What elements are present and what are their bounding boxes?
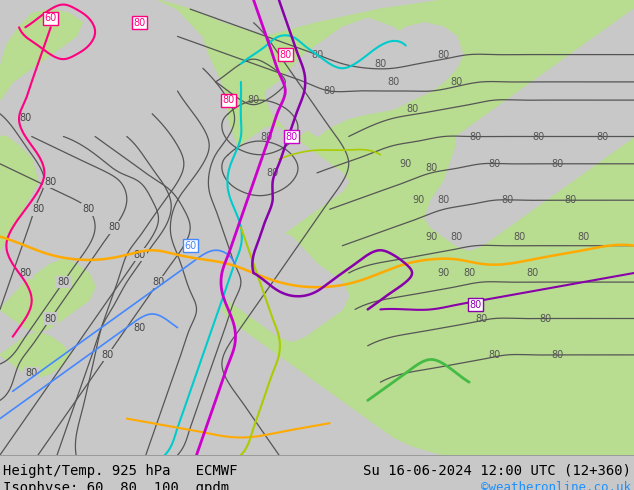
Text: 80: 80 (425, 163, 437, 173)
Text: 80: 80 (387, 77, 399, 87)
Text: 80: 80 (488, 159, 501, 169)
Text: 80: 80 (463, 268, 476, 278)
Text: 80: 80 (488, 350, 501, 360)
Text: 80: 80 (552, 159, 564, 169)
Text: 80: 80 (285, 131, 298, 142)
Polygon shape (552, 250, 634, 332)
Polygon shape (0, 137, 38, 250)
Text: 90: 90 (399, 159, 412, 169)
Text: Height/Temp. 925 hPa   ECMWF: Height/Temp. 925 hPa ECMWF (3, 464, 238, 478)
Text: 80: 80 (469, 131, 482, 142)
Polygon shape (298, 23, 463, 137)
Polygon shape (209, 227, 349, 341)
Polygon shape (577, 341, 634, 392)
Text: 80: 80 (450, 77, 463, 87)
Polygon shape (158, 0, 634, 455)
Text: 80: 80 (437, 49, 450, 60)
Text: 80: 80 (437, 195, 450, 205)
Text: 80: 80 (514, 232, 526, 242)
Text: Isophyse: 60  80  100  gpdm: Isophyse: 60 80 100 gpdm (3, 481, 230, 490)
Polygon shape (222, 127, 349, 250)
Polygon shape (380, 350, 495, 410)
Text: Su 16-06-2024 12:00 UTC (12+360): Su 16-06-2024 12:00 UTC (12+360) (363, 464, 631, 478)
Text: 80: 80 (108, 222, 120, 232)
Polygon shape (266, 18, 418, 137)
Text: 80: 80 (133, 18, 146, 28)
Text: 80: 80 (552, 350, 564, 360)
Text: 80: 80 (222, 95, 235, 105)
Text: 80: 80 (260, 131, 273, 142)
Text: 60: 60 (44, 13, 57, 23)
Text: 80: 80 (32, 204, 44, 214)
Text: 80: 80 (57, 277, 70, 287)
Text: 80: 80 (133, 250, 146, 260)
Polygon shape (425, 9, 634, 250)
Polygon shape (0, 9, 82, 100)
Text: 80: 80 (279, 49, 292, 60)
Text: 80: 80 (44, 314, 57, 323)
Text: 60: 60 (184, 241, 197, 251)
Text: 90: 90 (425, 232, 437, 242)
Text: 80: 80 (44, 177, 57, 187)
Text: 80: 80 (311, 49, 323, 60)
Text: ©weatheronline.co.uk: ©weatheronline.co.uk (481, 481, 631, 490)
Text: 80: 80 (469, 300, 482, 310)
Text: 80: 80 (501, 195, 514, 205)
Polygon shape (0, 259, 95, 332)
Text: 80: 80 (266, 168, 279, 178)
Text: 80: 80 (323, 86, 336, 96)
Text: 80: 80 (476, 314, 488, 323)
Text: 80: 80 (533, 131, 545, 142)
Text: 80: 80 (596, 131, 609, 142)
Text: 90: 90 (437, 268, 450, 278)
Text: 80: 80 (564, 195, 577, 205)
Text: 80: 80 (406, 104, 418, 114)
Text: 80: 80 (247, 95, 260, 105)
Text: 80: 80 (539, 314, 552, 323)
Text: 80: 80 (82, 204, 95, 214)
Text: 80: 80 (19, 268, 32, 278)
Text: 80: 80 (450, 232, 463, 242)
Text: 90: 90 (412, 195, 425, 205)
Text: 80: 80 (526, 268, 539, 278)
Text: 80: 80 (577, 232, 590, 242)
Text: 80: 80 (374, 59, 387, 69)
Text: 80: 80 (133, 322, 146, 333)
Text: 80: 80 (19, 113, 32, 123)
Text: 80: 80 (25, 368, 38, 378)
Text: 80: 80 (152, 277, 165, 287)
Text: 80: 80 (101, 350, 114, 360)
Polygon shape (0, 332, 70, 378)
